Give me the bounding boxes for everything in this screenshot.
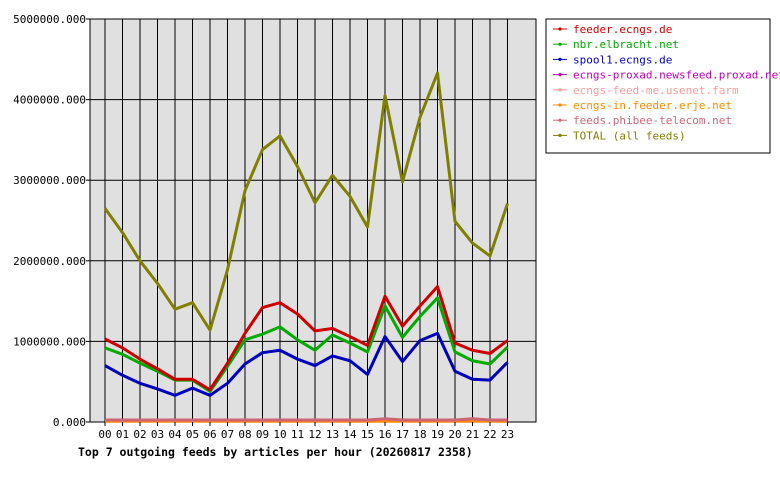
x-axis: 00 01 02 03 04 05 06 07 08 09 10 11 12 13 14 15 16 17 18 19… [98, 422, 514, 441]
x-tick-label: 20 [448, 428, 461, 441]
legend-label: ecngs-proxad.newsfeed.proxad.net [573, 69, 780, 82]
x-tick-label: 06 [203, 428, 216, 441]
y-tick-label: 4000000.000 [13, 94, 86, 107]
series-line-7 [103, 71, 509, 332]
y-tick-label: 1000000.000 [13, 335, 86, 348]
legend-label: nbr.elbracht.net [573, 38, 679, 51]
chart-title: Top 7 outgoing feeds by articles per hou… [78, 445, 473, 459]
y-tick-label: 5000000.000 [13, 13, 86, 26]
legend-marker [558, 42, 562, 46]
plot-area [89, 18, 537, 423]
legend-marker [558, 27, 562, 31]
legend-marker [558, 88, 562, 92]
x-tick-label: 01 [116, 428, 129, 441]
legend-label: ecngs-feed-me.usenet.farm [573, 84, 739, 97]
x-tick-label: 08 [238, 428, 251, 441]
series-line-0 [104, 285, 509, 392]
x-tick-label: 10 [273, 428, 286, 441]
y-axis: 0.000 1000000.000 2000000.000 3000000.000 40… [13, 13, 90, 429]
series-line-2 [104, 331, 509, 397]
x-tick-label: 04 [168, 428, 182, 441]
x-tick-label: 02 [133, 428, 146, 441]
x-tick-label: 17 [396, 428, 409, 441]
x-tick-label: 00 [98, 428, 111, 441]
x-tick-label: 03 [151, 428, 164, 441]
x-tick-label: 12 [308, 428, 321, 441]
y-tick-label: 3000000.000 [13, 174, 86, 187]
x-tick-label: 14 [343, 428, 357, 441]
legend-label: feeder.ecngs.de [573, 23, 672, 36]
legend-box [545, 18, 771, 154]
x-tick-label: 21 [466, 428, 479, 441]
x-tick-label: 15 [361, 428, 374, 441]
legend-label: TOTAL (all feeds) [573, 129, 686, 142]
legend-marker [558, 57, 562, 62]
x-tick-label: 11 [291, 428, 304, 441]
x-tick-label: 05 [186, 428, 199, 441]
x-tick-label: 18 [413, 428, 426, 441]
legend-label: feeds.phibee-telecom.net [573, 114, 732, 127]
series-lines [103, 71, 509, 423]
legend-marker [558, 133, 562, 137]
legend-label: ecngs-in.feeder.erje.net [573, 99, 732, 112]
x-tick-label: 19 [431, 428, 444, 441]
x-tick-label: 23 [501, 428, 514, 441]
x-tick-label: 07 [221, 428, 234, 441]
x-tick-label: 13 [326, 428, 339, 441]
x-tick-label: 09 [256, 428, 269, 441]
y-tick-label: 0.000 [53, 416, 86, 429]
series-line-6 [105, 417, 508, 422]
y-tick-label: 2000000.000 [13, 255, 86, 268]
legend: feeder.ecngs.de nbr.elbracht.net spool1.ec… [545, 18, 780, 154]
legend-label: spool1.ecngs.de [573, 53, 672, 66]
legend-marker [558, 103, 562, 107]
legend-marker [558, 73, 562, 77]
x-tick-label: 16 [378, 428, 391, 441]
x-tick-label: 22 [483, 428, 496, 441]
legend-marker [558, 118, 562, 122]
